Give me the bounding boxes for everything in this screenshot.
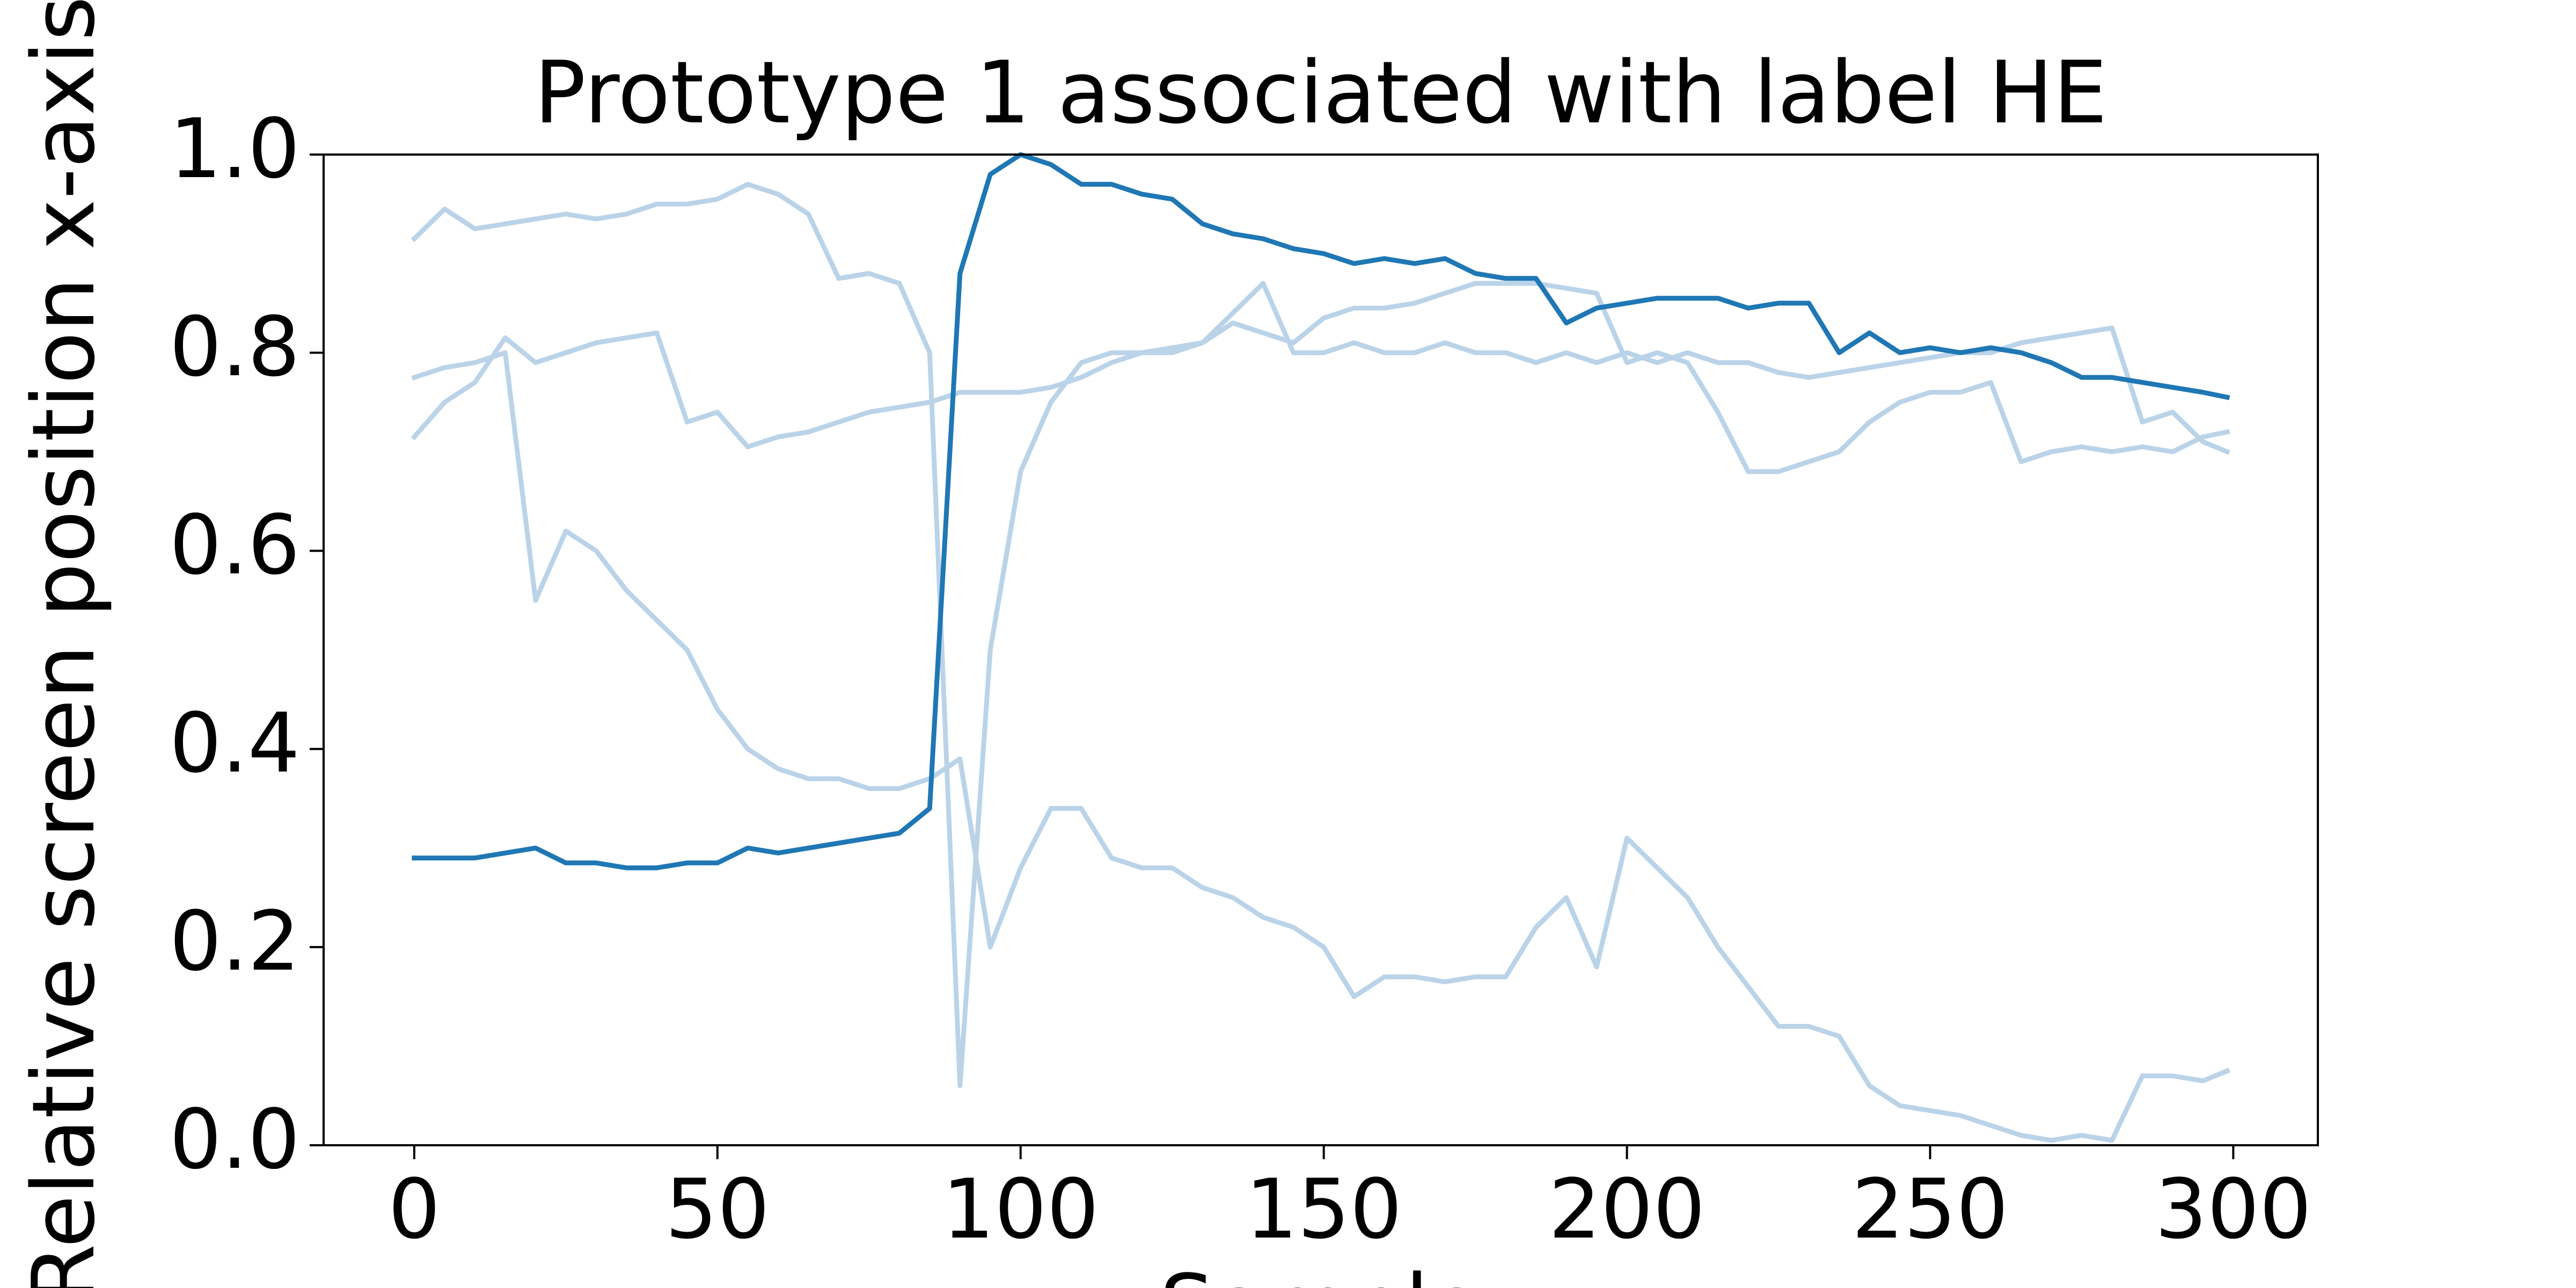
x-tick-label: 100 xyxy=(942,1162,1099,1257)
data-line xyxy=(411,181,2230,1088)
chart-title: Prototype 1 associated with label HE xyxy=(534,42,2107,143)
x-tick-label: 200 xyxy=(1549,1162,1706,1257)
data-line xyxy=(411,281,2230,474)
y-tick-label: 0.6 xyxy=(170,497,300,593)
x-tick-label: 300 xyxy=(2155,1162,2311,1257)
data-line xyxy=(411,350,2230,1143)
y-tick-label: 1.0 xyxy=(170,101,300,197)
y-tick-label: 0.8 xyxy=(170,299,300,395)
x-tick-label: 0 xyxy=(388,1162,440,1257)
y-tick-label: 0.4 xyxy=(170,696,300,792)
data-line xyxy=(412,152,2230,870)
x-tick-label: 250 xyxy=(1851,1162,2008,1257)
y-tick-label: 0.0 xyxy=(170,1092,300,1188)
plot-frame xyxy=(323,153,2319,1146)
x-axis-label: Sample xyxy=(1160,1256,1482,1288)
y-axis-label: Relative screen position x-axis xyxy=(13,0,114,1288)
x-tick-label: 50 xyxy=(665,1162,770,1257)
x-tick-label: 150 xyxy=(1246,1162,1402,1257)
y-tick-label: 0.2 xyxy=(170,894,300,990)
